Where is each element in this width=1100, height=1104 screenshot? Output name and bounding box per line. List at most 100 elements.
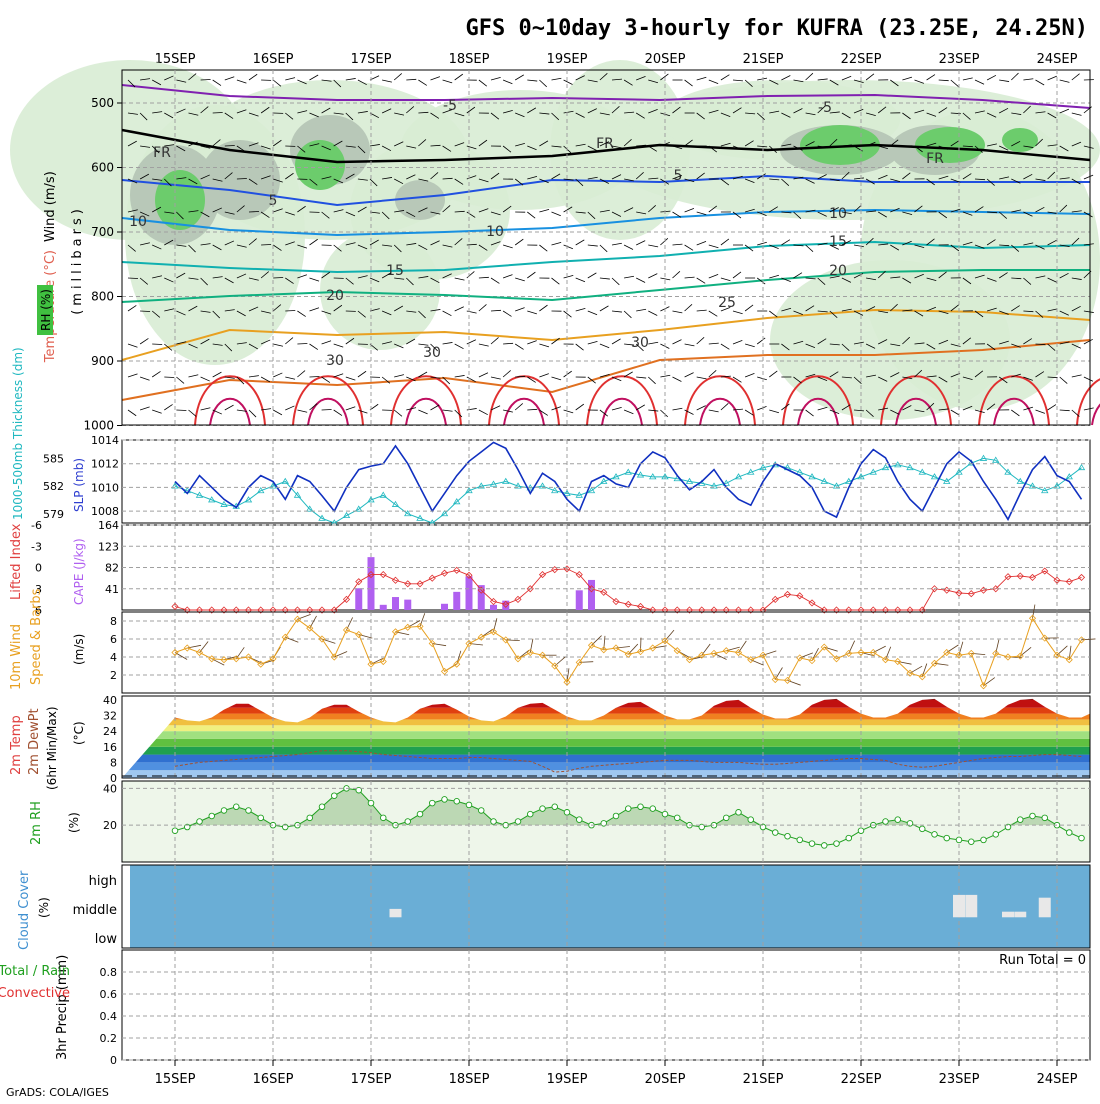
panel-frame bbox=[122, 612, 1090, 693]
contour-label: 15 bbox=[386, 263, 404, 279]
rh2m-point bbox=[883, 819, 889, 825]
rh2m-point bbox=[515, 819, 521, 825]
wind-barb bbox=[261, 244, 271, 245]
thickness-label: 1000-500mb Thickness (dm) bbox=[11, 347, 25, 520]
wind10m-label: 10m Wind bbox=[9, 624, 24, 690]
rh-label: RH (%) bbox=[39, 289, 53, 331]
cloud-middle-bar bbox=[390, 909, 402, 917]
rh2m-point bbox=[748, 817, 754, 823]
total-rain-label: Total / Rain bbox=[0, 964, 70, 979]
rh2m-point bbox=[772, 830, 778, 836]
rh2m-point bbox=[662, 811, 668, 817]
cape-ytick: 82 bbox=[105, 562, 119, 575]
cape-bar bbox=[355, 588, 362, 610]
rh2m-point bbox=[981, 837, 987, 843]
cape-bar bbox=[392, 597, 399, 610]
rh2m-point bbox=[491, 819, 497, 825]
rh2m-point bbox=[540, 806, 546, 812]
slp-label-group: SLP (mb) bbox=[72, 458, 86, 512]
rh-shading bbox=[770, 260, 1010, 420]
rh-shading-green bbox=[155, 170, 205, 230]
rh2m-point bbox=[858, 828, 864, 834]
rh2m-point bbox=[209, 813, 215, 819]
rh2m-point bbox=[576, 817, 582, 823]
wind-barb bbox=[152, 344, 162, 345]
panel-frame bbox=[122, 950, 1090, 1060]
temp-band bbox=[122, 762, 1090, 770]
contour-label: 10 bbox=[486, 224, 504, 240]
rh2m-point bbox=[932, 832, 938, 838]
contour-label: FR bbox=[153, 145, 171, 161]
contour-label: -5 bbox=[818, 100, 832, 116]
rh2m-label: 2m RH bbox=[29, 801, 44, 845]
thickness-line bbox=[175, 458, 1082, 523]
date-label-top: 17SEP bbox=[351, 52, 392, 67]
rh2m-point bbox=[1030, 813, 1036, 819]
contour-label: 30 bbox=[631, 335, 649, 351]
rh2m-point bbox=[319, 804, 325, 810]
rh2m-point bbox=[956, 837, 962, 843]
wind-label-group: 10m Wind bbox=[9, 624, 24, 690]
wind-barb bbox=[225, 145, 235, 146]
temp2m-label: 2m Temp bbox=[9, 715, 24, 775]
cloud-level-label: high bbox=[89, 874, 117, 889]
temp-ytick: 24 bbox=[103, 725, 117, 738]
temp-band bbox=[122, 725, 1090, 731]
minmax-label: (6hr Min/Max) bbox=[45, 707, 59, 791]
rh2m-point bbox=[723, 815, 729, 821]
wind-barb bbox=[310, 376, 320, 377]
temp-band bbox=[122, 755, 1090, 763]
date-label-bottom: 17SEP bbox=[351, 1072, 392, 1087]
contour-label: 10 bbox=[829, 206, 847, 222]
contour-label: 15 bbox=[829, 234, 847, 250]
dewpt-label-group: 2m DewPt bbox=[27, 708, 42, 775]
rh2m-point bbox=[454, 798, 460, 804]
thickness-ytick: 585 bbox=[43, 452, 64, 465]
date-label-top: 22SEP bbox=[841, 52, 882, 67]
date-label-bottom: 24SEP bbox=[1037, 1072, 1078, 1087]
temp-band bbox=[122, 700, 1090, 708]
rh2m-point bbox=[478, 808, 484, 814]
upper-ytick: 800 bbox=[91, 290, 114, 304]
upper-units-group: (millibars) bbox=[70, 205, 85, 315]
slp-ytick: 1014 bbox=[91, 434, 119, 447]
cloud-level-label: middle bbox=[73, 903, 117, 918]
wind-barb bbox=[213, 112, 223, 113]
cloud-bg bbox=[130, 865, 1090, 948]
upper-ytick: 900 bbox=[91, 354, 114, 368]
contour-label: 30 bbox=[326, 353, 344, 369]
temp-band bbox=[122, 708, 1090, 714]
date-label-bottom: 22SEP bbox=[841, 1072, 882, 1087]
rh-ytick: 20 bbox=[103, 819, 117, 832]
wind-units: (m/s) bbox=[72, 634, 86, 665]
precip-ytick: 0.6 bbox=[100, 988, 118, 1001]
rh2m-units-group: (%) bbox=[67, 812, 81, 833]
precip-ytick: 0 bbox=[110, 1054, 117, 1067]
precip-ytick: 0.8 bbox=[100, 966, 118, 979]
date-label-bottom: 16SEP bbox=[253, 1072, 294, 1087]
rh2m-point bbox=[1017, 817, 1023, 823]
cloud-middle-bar bbox=[965, 895, 977, 917]
wind-barb bbox=[176, 410, 186, 411]
rh2m-point bbox=[552, 804, 558, 810]
temp-units: (°C) bbox=[72, 721, 86, 745]
cape-bar bbox=[441, 604, 448, 610]
rh2m-point bbox=[1066, 830, 1072, 836]
contour-label: 20 bbox=[326, 288, 344, 304]
temp-units-group: (°C) bbox=[72, 721, 86, 745]
rh2m-point bbox=[650, 806, 656, 812]
li-ytick: -3 bbox=[31, 540, 42, 553]
wind-barb bbox=[249, 211, 259, 212]
lifted-index-label: Lifted Index bbox=[9, 523, 24, 600]
date-label-bottom: 19SEP bbox=[547, 1072, 588, 1087]
li-ytick: 0 bbox=[35, 562, 42, 575]
rh2m-point bbox=[258, 815, 264, 821]
thickness-point bbox=[1079, 465, 1085, 470]
cloud-units: (%) bbox=[37, 897, 51, 918]
rh2m-point bbox=[368, 800, 374, 806]
wind-label: Wind (m/s) bbox=[43, 171, 58, 242]
slp-ytick: 1010 bbox=[91, 481, 119, 494]
contour-label: FR bbox=[926, 151, 944, 167]
rh-label-group: RH (%) bbox=[39, 289, 53, 331]
rh2m-point bbox=[834, 841, 840, 847]
